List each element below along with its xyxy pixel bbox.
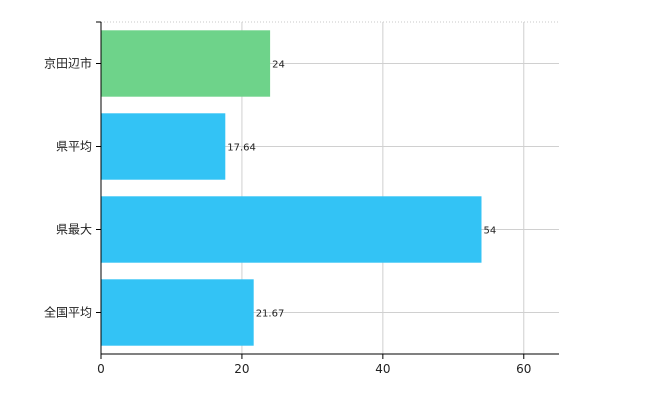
label-layer: 24 京田辺市 17.64 県平均 54 県最大 21.67 全国平均 0 20 40 60 (44, 56, 531, 377)
bar (101, 196, 482, 263)
data-label: 17.64 (227, 143, 256, 154)
x-tick-label: 40 (375, 362, 390, 376)
x-tick-label: 20 (234, 362, 249, 376)
data-label: 24 (272, 60, 285, 71)
x-tick-label: 0 (97, 362, 105, 376)
bar (101, 30, 271, 97)
category-label: 県平均 (56, 140, 92, 154)
bar (101, 279, 254, 346)
category-label: 全国平均 (44, 305, 92, 320)
bar (101, 113, 226, 180)
bar-layer (101, 30, 482, 346)
category-label: 県最大 (56, 223, 92, 237)
x-tick-label: 60 (516, 362, 531, 376)
category-label: 京田辺市 (44, 56, 92, 71)
data-label: 21.67 (256, 309, 285, 320)
data-label: 54 (483, 226, 496, 237)
axis-layer (96, 21, 559, 359)
